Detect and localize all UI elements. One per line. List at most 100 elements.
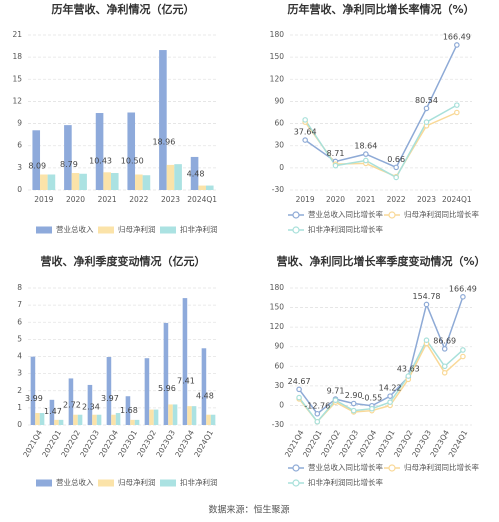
- chart-title: 营收、净利季度变动情况（亿元）: [41, 254, 206, 268]
- value-label: 43.63: [397, 364, 420, 373]
- value-label: 80.54: [415, 96, 438, 105]
- line: [298, 338, 464, 423]
- value-label: 4.48: [187, 170, 205, 179]
- bar: [206, 414, 211, 425]
- value-label: 8.09: [28, 162, 46, 171]
- point: [363, 157, 369, 164]
- value-label: 24.67: [288, 377, 311, 386]
- value-label: 18.96: [152, 138, 175, 147]
- line: [298, 296, 464, 415]
- y-tick-label: 1: [17, 403, 22, 412]
- bar: [71, 173, 80, 190]
- y-tick-label: 0: [17, 185, 22, 194]
- bar: [79, 173, 87, 190]
- bar: [96, 414, 102, 425]
- bar: [172, 404, 178, 425]
- legend-marker: [292, 479, 300, 487]
- legend-label: 归母净利润: [118, 477, 156, 487]
- value-label: 4.48: [196, 391, 214, 400]
- point: [302, 117, 308, 123]
- y-tick-label: 120: [270, 74, 285, 83]
- point: [460, 294, 466, 300]
- value-label: 14.22: [379, 384, 402, 393]
- value-label: 37.64: [294, 128, 317, 137]
- y-tick-label: 15: [12, 74, 22, 83]
- bar: [47, 174, 56, 190]
- legend-marker: [292, 226, 300, 234]
- y-tick-label: 21: [12, 30, 22, 39]
- point: [441, 370, 448, 376]
- bar: [110, 173, 119, 190]
- point: [314, 410, 321, 417]
- chart-title: 历年营收、净利情况（亿元）: [52, 2, 195, 16]
- bar: [54, 419, 59, 425]
- y-tick-label: 5: [17, 334, 22, 343]
- value-label: 0.66: [387, 155, 405, 164]
- bar: [30, 356, 36, 425]
- y-tick-label: 6: [17, 141, 22, 150]
- y-tick-label: 6: [17, 317, 22, 326]
- legend-swatch: [98, 479, 114, 487]
- legend-label: 营业总收入同比增长率: [308, 462, 383, 472]
- x-tick-label: 2020: [326, 195, 345, 204]
- line: [304, 111, 458, 178]
- bar: [115, 413, 121, 425]
- value-label: 9.71: [327, 387, 345, 396]
- bar: [191, 406, 197, 425]
- bar: [135, 174, 143, 190]
- point: [441, 363, 448, 370]
- point: [387, 393, 393, 399]
- point: [387, 399, 393, 405]
- x-tick-label: 2021: [98, 195, 117, 204]
- point: [302, 137, 308, 143]
- point: [454, 109, 460, 116]
- legend-label: 扣非净利润: [180, 477, 218, 487]
- point: [296, 386, 302, 393]
- y-tick-label: 4: [17, 352, 22, 361]
- y-tick-label: 3: [17, 163, 22, 172]
- value-label: -0.55: [362, 393, 383, 402]
- y-tick-label: 3: [17, 369, 22, 378]
- bar: [166, 164, 175, 190]
- value-label: 8.79: [60, 160, 78, 169]
- value-label: 18.64: [354, 142, 377, 151]
- bar: [77, 414, 83, 425]
- bar: [144, 358, 150, 425]
- bar: [106, 357, 112, 425]
- point: [314, 418, 321, 425]
- x-tick-label: 2024Q1: [442, 195, 472, 204]
- x-tick-label: 2019: [296, 195, 315, 204]
- y-tick-label: 0: [279, 163, 284, 172]
- legend-marker: [292, 464, 300, 472]
- bar: [149, 409, 154, 425]
- x-tick-label: 2023: [161, 195, 180, 204]
- x-tick-label: 2023: [417, 195, 436, 204]
- bar: [35, 413, 40, 425]
- point: [460, 353, 466, 360]
- value-label: 154.78: [413, 292, 441, 301]
- point: [405, 373, 412, 379]
- bar: [103, 172, 111, 190]
- bar: [32, 130, 41, 190]
- bar: [58, 419, 64, 425]
- legend-marker: [388, 464, 396, 472]
- point: [350, 407, 357, 414]
- point: [296, 394, 302, 401]
- bar: [92, 414, 97, 425]
- value-label: 8.71: [327, 149, 345, 158]
- bar: [190, 156, 199, 190]
- bar: [39, 413, 45, 425]
- point: [441, 346, 448, 352]
- point: [393, 164, 399, 171]
- legend-label: 归母净利润同比增长率: [404, 462, 479, 472]
- value-label: -12.76: [304, 401, 330, 410]
- legend-label: 归母净利润: [118, 224, 156, 234]
- point: [454, 42, 460, 48]
- x-tick-label: 2021: [356, 195, 375, 204]
- y-tick-label: 18: [12, 52, 22, 61]
- bar: [187, 406, 192, 425]
- y-tick-label: 90: [274, 96, 284, 105]
- legend-swatch: [160, 226, 176, 234]
- legend-label: 扣非净利润: [180, 224, 218, 234]
- bar: [130, 419, 135, 425]
